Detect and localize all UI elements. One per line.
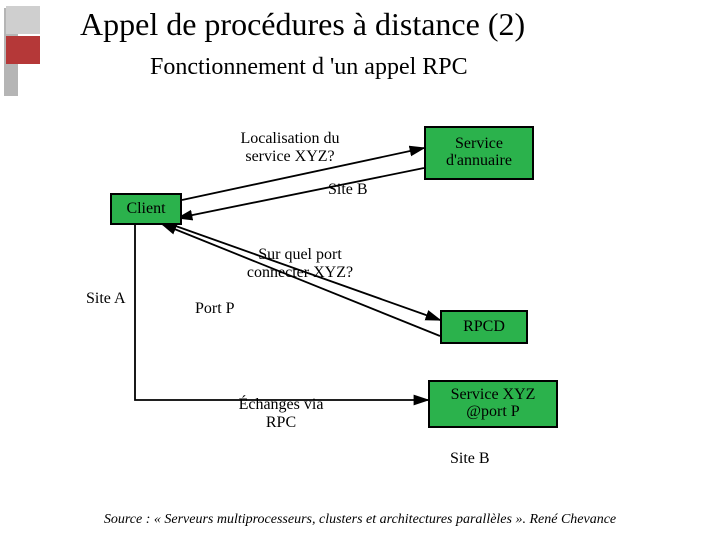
node-service-l2: @port P [466,404,519,421]
label-siteb-2: Site B [450,450,490,468]
node-annuaire-l2: d'annuaire [446,153,512,170]
node-client-label: Client [126,200,165,218]
label-siteb-1: Site B [328,181,368,199]
page-title: Appel de procédures à distance (2) [80,6,525,43]
source-citation: Source : « Serveurs multiprocesseurs, cl… [0,512,720,528]
label-localisation-l1: Localisation du [220,130,360,148]
node-client: Client [110,193,182,225]
label-surquelport: Sur quel port connecter XYZ? [230,246,370,281]
node-rpcd-label: RPCD [463,318,505,336]
node-annuaire: Service d'annuaire [424,126,534,180]
label-surquelport-l1: Sur quel port [230,246,370,264]
node-rpcd: RPCD [440,310,528,344]
node-service: Service XYZ @port P [428,380,558,428]
label-sitea: Site A [86,290,126,308]
logo [4,6,40,96]
label-echanges: Échanges via RPC [216,396,346,431]
label-echanges-l1: Échanges via [216,396,346,414]
label-localisation: Localisation du service XYZ? [220,130,360,165]
node-annuaire-l1: Service [455,136,503,153]
label-portp: Port P [195,300,235,318]
node-service-l1: Service XYZ [451,387,536,404]
label-localisation-l2: service XYZ? [220,148,360,166]
label-surquelport-l2: connecter XYZ? [230,264,370,282]
label-echanges-l2: RPC [216,414,346,432]
page-subtitle: Fonctionnement d 'un appel RPC [150,54,468,81]
